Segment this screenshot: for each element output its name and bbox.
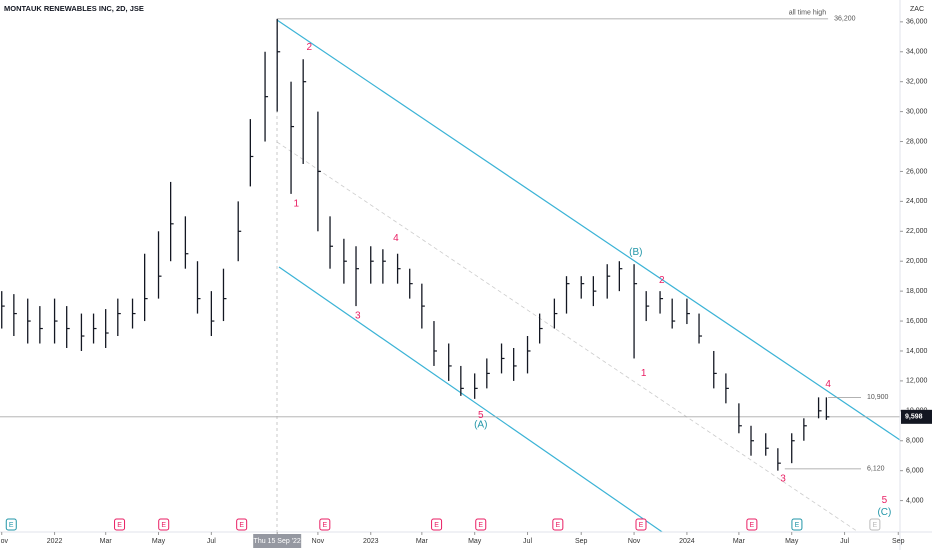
x-tick-label: Sep: [575, 538, 588, 545]
event-label: E: [873, 522, 878, 529]
event-label: E: [795, 522, 800, 529]
channel-lower: [278, 266, 664, 532]
plot: [0, 18, 900, 471]
x-tick-label: May: [785, 538, 799, 545]
x-highlight: [253, 534, 302, 548]
x-tick-label: May: [152, 538, 166, 545]
y-tick-label: 36,000: [906, 19, 928, 26]
y-tick-label: 24,000: [906, 198, 928, 205]
wave-label: 5: [478, 410, 484, 421]
y-tick-label: 22,000: [906, 228, 928, 235]
event-icon: [431, 518, 443, 531]
y-tick-label: 8,000: [906, 438, 924, 445]
x-tick-label: 2024: [679, 538, 695, 545]
wave-label: (A): [474, 420, 487, 431]
event-icon: [158, 518, 170, 531]
event-icon: [791, 518, 803, 531]
x-tick-label: Nov: [312, 538, 325, 545]
event-icon: [869, 518, 881, 531]
event-icon: [475, 518, 487, 531]
x-tick-label: 2023: [363, 538, 379, 545]
event-icon: [746, 518, 758, 531]
level-label: 10,900: [867, 394, 889, 401]
x-tick-label: Jul: [840, 538, 849, 545]
y-tick-label: 28,000: [906, 138, 928, 145]
last-price-box: [901, 409, 932, 424]
event-icon: [114, 518, 126, 531]
event-icon: [635, 518, 647, 531]
x-tick-label: Nov: [628, 538, 641, 545]
x-tick-label: Mar: [733, 538, 746, 545]
x-tick-label: Jul: [207, 538, 216, 545]
y-tick-label: 16,000: [906, 318, 928, 325]
currency: ZAC: [910, 6, 924, 13]
event-label: E: [750, 522, 755, 529]
wave-label: 3: [355, 310, 361, 321]
wave-label: 2: [306, 42, 312, 53]
y-tick-label: 20,000: [906, 258, 928, 265]
y-tick-label: 34,000: [906, 49, 928, 56]
x-tick-label: Mar: [416, 538, 429, 545]
event-label: E: [161, 522, 166, 529]
wave-label: 4: [825, 379, 831, 390]
wave-label: 4: [393, 233, 399, 244]
x-tick-label: Thu 15 Sep '22: [254, 538, 301, 545]
x-tick-label: May: [468, 538, 482, 545]
x-tick-label: Sep: [892, 538, 905, 545]
event-label: E: [639, 522, 644, 529]
wave-label: (C): [877, 507, 891, 518]
y-tick-label: 14,000: [906, 348, 928, 355]
y-tick-label: 30,000: [906, 108, 928, 115]
x-tick-label: Jul: [523, 538, 532, 545]
channel-mid: [276, 141, 859, 532]
y-tick-label: 6,000: [906, 468, 924, 475]
event-icon: [552, 518, 564, 531]
event-label: E: [239, 522, 244, 529]
y-tick-label: 4,000: [906, 497, 924, 504]
x-tick-label: Mar: [100, 538, 113, 545]
wave-label: 3: [780, 473, 786, 484]
wave-label: 2: [659, 275, 665, 286]
event-label: E: [478, 522, 483, 529]
event-label: E: [556, 522, 561, 529]
level-note: all time high: [789, 10, 826, 17]
level-label: 36,200: [834, 16, 856, 23]
wave-label: 5: [882, 495, 888, 506]
event-label: E: [9, 522, 14, 529]
y-tick-label: 26,000: [906, 168, 928, 175]
chart-title: MONTAUK RENEWABLES INC, 2D, JSE: [4, 4, 144, 13]
event-label: E: [434, 522, 439, 529]
x-tick-label: 2022: [47, 538, 63, 545]
y-tick-label: 12,000: [906, 378, 928, 385]
event-icon: [319, 518, 331, 531]
wave-label: 1: [641, 368, 647, 379]
event-icon: [5, 518, 17, 531]
level-label: 6,120: [867, 466, 885, 473]
wave-label: 1: [293, 198, 299, 209]
y-tick-label: 32,000: [906, 79, 928, 86]
x-tick-label: Nov: [0, 538, 8, 545]
event-icon: [236, 518, 248, 531]
event-label: E: [322, 522, 327, 529]
y-tick-label: 18,000: [906, 288, 928, 295]
event-label: E: [117, 522, 122, 529]
wave-label: (B): [629, 247, 642, 258]
last-price-label: 9,598: [905, 414, 923, 421]
channel-upper: [276, 19, 900, 441]
